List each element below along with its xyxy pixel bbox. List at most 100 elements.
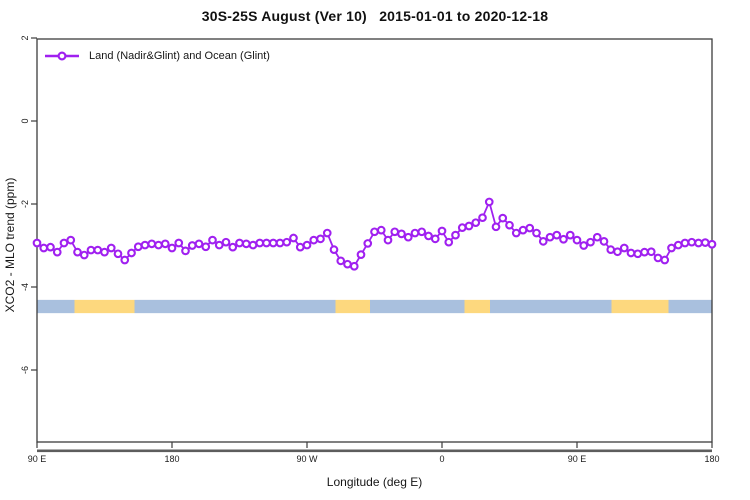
data-point xyxy=(525,223,535,233)
data-point xyxy=(73,247,82,257)
data-point xyxy=(201,242,211,252)
data-point xyxy=(417,227,427,237)
data-point xyxy=(235,238,244,248)
data-point xyxy=(653,253,663,263)
data-point xyxy=(606,245,616,254)
x-tick-label: 0 xyxy=(439,454,444,464)
x-tick-label: 90 W xyxy=(296,454,318,464)
data-point xyxy=(572,235,582,245)
y-axis-label: XCO2 - MLO trend (ppm) xyxy=(3,177,17,313)
data-point xyxy=(120,255,130,265)
data-point xyxy=(437,226,447,236)
data-point xyxy=(356,250,366,259)
data-point xyxy=(147,239,157,249)
surface-band-land xyxy=(335,299,370,314)
data-point xyxy=(187,241,197,250)
data-point xyxy=(140,240,150,250)
data-point xyxy=(694,238,703,248)
data-point xyxy=(444,237,454,247)
data-point xyxy=(667,243,676,253)
data-point xyxy=(336,256,346,266)
data-point xyxy=(302,240,312,250)
data-point xyxy=(484,197,494,207)
data-point xyxy=(167,243,177,253)
data-point xyxy=(52,247,62,257)
data-point xyxy=(214,240,224,250)
data-point xyxy=(383,235,393,245)
data-point xyxy=(410,228,420,238)
data-point xyxy=(113,249,123,259)
data-point xyxy=(46,242,55,252)
data-point xyxy=(160,239,170,249)
data-point xyxy=(613,247,622,257)
data-point xyxy=(322,228,332,238)
data-point xyxy=(532,228,541,238)
data-point xyxy=(316,234,325,244)
data-point xyxy=(363,239,373,248)
data-point xyxy=(59,238,69,248)
data-point xyxy=(241,239,251,249)
data-point xyxy=(403,232,413,242)
data-point xyxy=(430,234,440,244)
data-point xyxy=(505,220,514,230)
data-point xyxy=(565,230,575,240)
data-point xyxy=(478,213,487,223)
data-point xyxy=(390,227,400,237)
data-point xyxy=(343,259,352,269)
data-point xyxy=(100,247,109,257)
x-axis-label: Longitude (deg E) xyxy=(326,475,423,489)
chart-title: 30S-25S August (Ver 10) 2015-01-01 to 20… xyxy=(201,8,549,24)
data-point xyxy=(86,245,96,255)
data-point xyxy=(106,243,116,253)
data-point xyxy=(640,247,649,257)
data-point xyxy=(592,232,602,242)
data-point xyxy=(451,230,460,240)
x-tick-label: 180 xyxy=(164,454,179,464)
data-point xyxy=(127,248,136,258)
data-point xyxy=(579,241,589,250)
x-tick-label: 180 xyxy=(704,454,719,464)
data-point xyxy=(673,240,683,250)
data-point xyxy=(646,247,656,257)
data-point xyxy=(228,242,238,252)
data-point xyxy=(289,233,298,243)
x-tick-label: 90 E xyxy=(28,454,47,464)
data-point xyxy=(154,240,163,250)
data-point xyxy=(619,243,629,253)
data-point xyxy=(491,222,501,232)
bottom-axis-rule xyxy=(37,449,712,453)
data-point xyxy=(457,223,467,233)
legend: Land (Nadir&Glint) and Ocean (Glint) xyxy=(44,50,270,62)
data-point xyxy=(208,235,217,245)
data-point xyxy=(376,225,386,235)
data-point xyxy=(586,237,595,247)
data-point xyxy=(511,228,521,238)
surface-band-ocean xyxy=(37,299,75,314)
data-point xyxy=(538,237,548,246)
data-point xyxy=(262,238,271,248)
data-point xyxy=(397,229,406,239)
legend-line-marker-icon xyxy=(45,51,79,61)
plot-box xyxy=(36,38,713,443)
data-point xyxy=(329,245,339,254)
data-point xyxy=(93,245,103,255)
data-point xyxy=(133,242,143,252)
y-tick-label: 2 xyxy=(20,35,30,40)
data-point xyxy=(464,221,474,231)
surface-band-ocean xyxy=(490,299,612,314)
data-point xyxy=(275,238,285,248)
data-point xyxy=(680,238,690,248)
y-tick-label: 0 xyxy=(20,118,30,123)
surface-band-land xyxy=(611,299,669,314)
data-point xyxy=(268,238,278,248)
data-point xyxy=(39,243,49,253)
y-tick-label: -4 xyxy=(20,283,30,291)
data-point xyxy=(174,238,184,248)
data-point xyxy=(282,237,292,247)
data-point xyxy=(707,239,717,249)
data-point xyxy=(424,231,433,241)
data-point xyxy=(498,213,508,223)
data-point xyxy=(221,237,231,247)
